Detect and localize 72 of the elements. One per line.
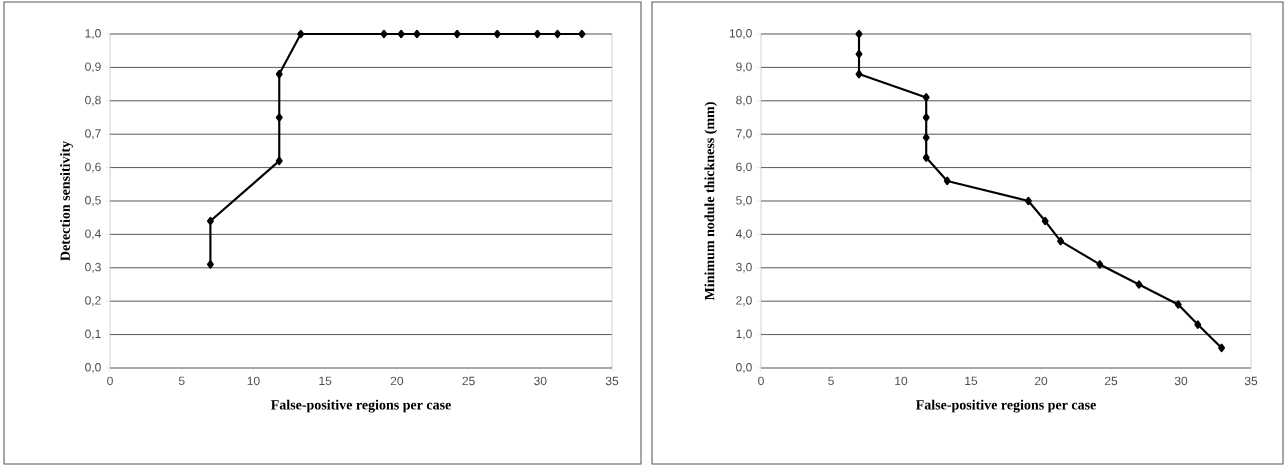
y-tick-label: 5,0: [736, 196, 752, 206]
y-tick-label: 0,0: [85, 363, 101, 373]
y-tick-label: 7,0: [736, 129, 752, 140]
point: [1057, 236, 1065, 246]
x-axis-title: False-positive regions per case: [270, 399, 451, 413]
point: [1194, 320, 1202, 329]
point: [206, 216, 214, 226]
y-tick-label: 10,0: [729, 29, 752, 39]
point: [533, 29, 541, 39]
y-tick-label: 1,0: [736, 329, 752, 340]
y-tick-label: 8,0: [736, 95, 752, 106]
y-tick-label: 0,1: [85, 329, 101, 340]
x-tick-label: 20: [1034, 376, 1048, 386]
point: [380, 29, 388, 39]
x-tick-label: 20: [390, 376, 404, 386]
y-tick-label: 6,0: [736, 162, 752, 173]
x-tick-label: 5: [178, 376, 185, 386]
y-tick-label: 1,0: [85, 29, 101, 39]
y-tick-label: 9,0: [736, 62, 752, 73]
y-tick-label: 0,8: [85, 95, 101, 106]
point: [855, 69, 863, 79]
point: [275, 113, 283, 122]
point: [493, 29, 501, 39]
x-tick-label: 25: [1104, 376, 1118, 386]
point: [922, 93, 930, 102]
point: [1174, 300, 1182, 309]
point: [1135, 280, 1143, 289]
x-tick-label: 35: [1244, 376, 1258, 386]
point: [578, 29, 586, 39]
point: [275, 156, 283, 166]
y-tick-label: 0,0: [736, 363, 752, 373]
y-tick-label: 2,0: [736, 296, 752, 307]
point: [922, 113, 930, 122]
x-tick-label: 30: [534, 376, 547, 386]
x-tick-label: 10: [247, 376, 260, 386]
x-tick-label: 15: [965, 376, 978, 386]
y-tick-label: 0,4: [85, 229, 101, 240]
x-tick-label: 0: [758, 376, 764, 386]
x-tick-label: 30: [1174, 376, 1188, 386]
x-tick-label: 0: [107, 376, 113, 386]
point: [855, 49, 863, 59]
point: [1024, 196, 1032, 206]
point: [297, 29, 305, 39]
point: [397, 29, 405, 39]
x-tick-label: 10: [895, 376, 908, 386]
y-axis-title: Minimum nodule thickness (mm): [704, 102, 718, 301]
y-tick-label: 0,5: [85, 196, 101, 206]
x-tick-label: 25: [462, 376, 475, 386]
y-tick-label: 0,3: [85, 262, 101, 273]
point: [943, 176, 951, 186]
y-tick-label: 3,0: [736, 262, 752, 273]
x-tick-label: 15: [319, 376, 332, 386]
x-tick-label: 35: [605, 376, 619, 386]
point: [206, 260, 214, 269]
y-tick-label: 0,2: [85, 296, 101, 307]
y-axis-title: Detection sensitivity: [60, 141, 73, 261]
point: [855, 29, 863, 39]
y-tick-label: 0,6: [85, 162, 101, 173]
point: [554, 29, 561, 39]
point: [1096, 260, 1104, 269]
y-tick-label: 4,0: [735, 229, 752, 240]
x-tick-label: 5: [828, 376, 834, 386]
point: [1041, 216, 1049, 226]
point: [275, 69, 283, 79]
point: [922, 133, 930, 142]
y-tick-label: 0,9: [85, 62, 101, 73]
point: [922, 153, 930, 162]
point: [453, 29, 461, 39]
point: [1218, 343, 1226, 353]
y-tick-label: 0,7: [85, 129, 101, 140]
point: [413, 29, 421, 39]
x-axis-title: False-positive regions per case: [915, 399, 1096, 413]
